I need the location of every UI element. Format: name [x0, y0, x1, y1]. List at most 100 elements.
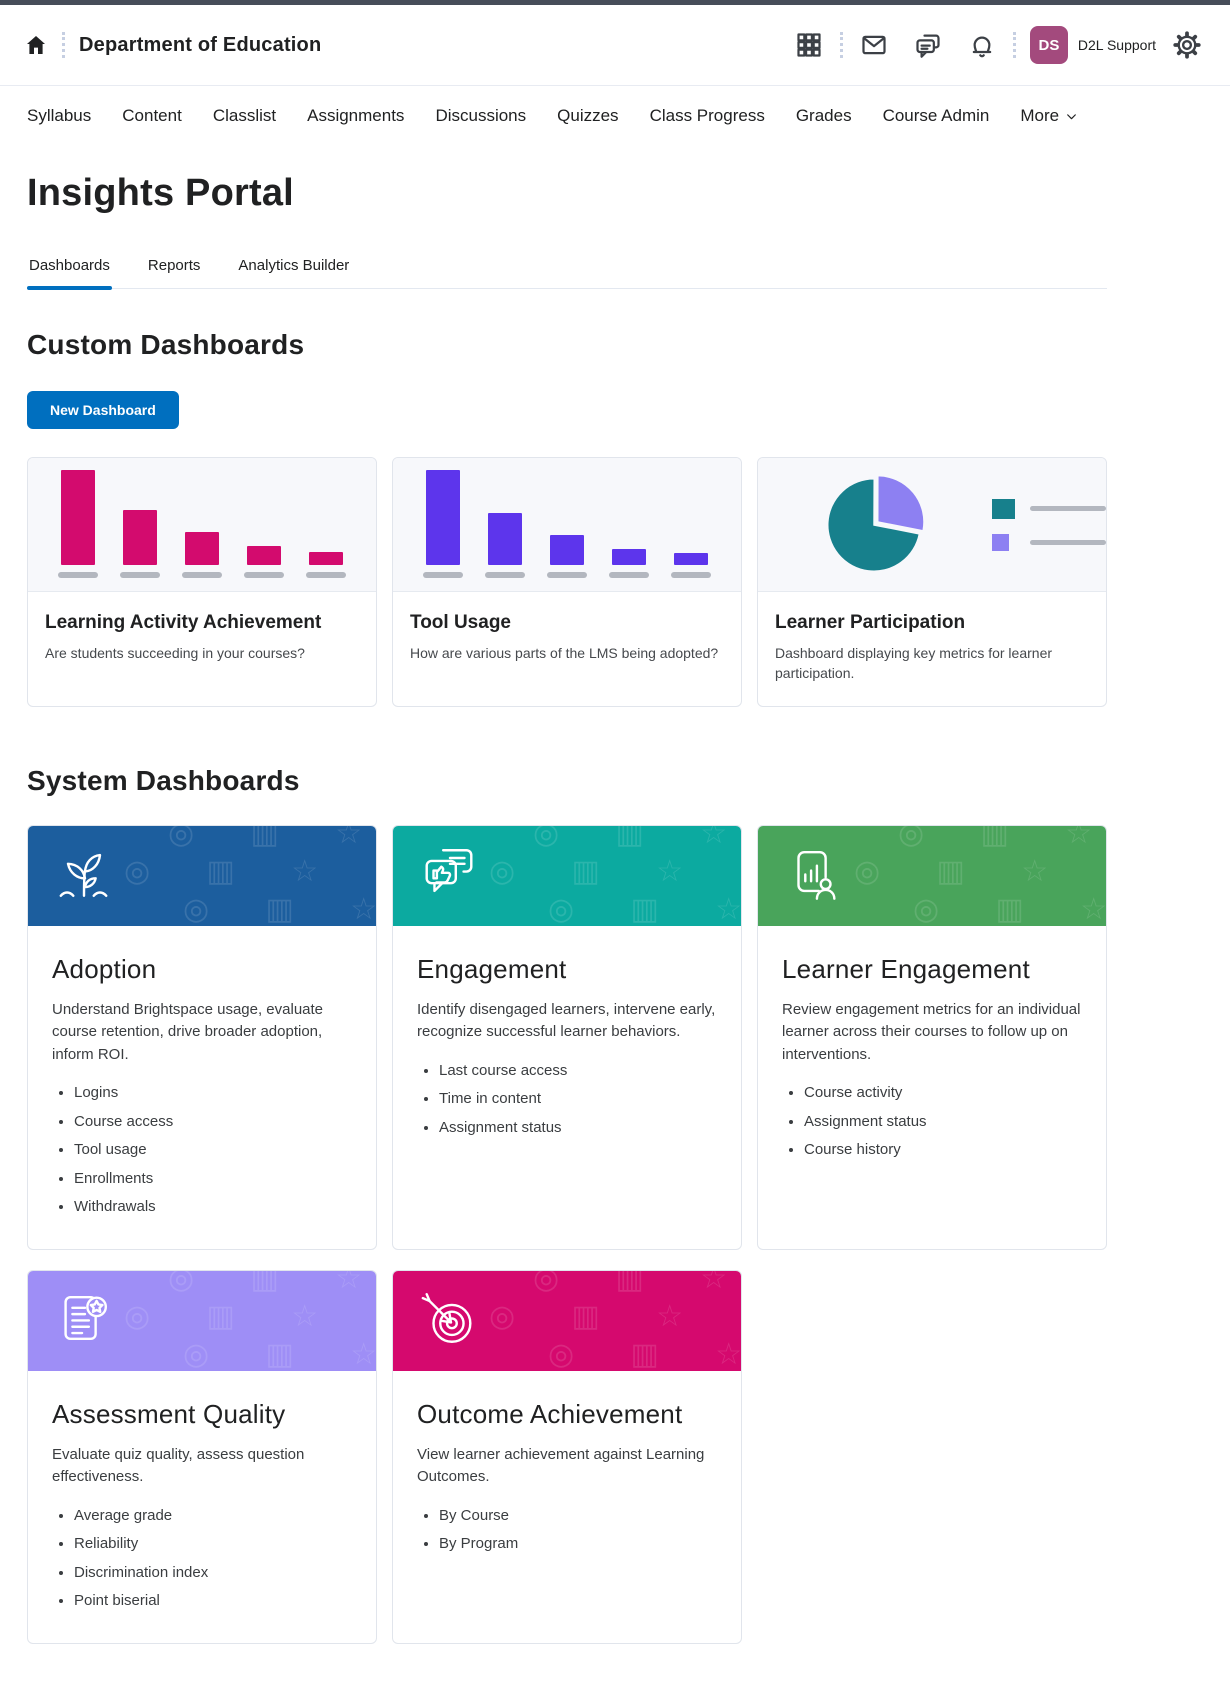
system-dashboards-heading: System Dashboards — [27, 764, 300, 796]
course-nav: Syllabus Content Classlist Assignments Discu… — [0, 85, 1230, 146]
card-header-banner: ◎ ▥ ☆ ✉ ⚑ ○ ◔ ◇ ♛ ▤ ◎ ▥ ☆ ✉ ⚑◎ ▥ ☆ ✉ ⚑ ○… — [393, 825, 741, 926]
page-title: Insights Portal — [27, 172, 294, 214]
bar-column — [547, 535, 587, 578]
system-card-body: Outcome Achievement View learner achieve… — [393, 1371, 741, 1586]
custom-dashboard-card-learning-activity-achievement[interactable]: Learning Activity Achievement Are studen… — [27, 457, 377, 707]
bullet-item: Logins — [74, 1082, 352, 1105]
bullet-item: Course history — [804, 1139, 1082, 1162]
pie-legend — [992, 498, 1106, 551]
nav-item-classlist[interactable]: Classlist — [212, 106, 277, 125]
custom-dashboard-card-learner-participation[interactable]: Learner Participation Dashboard displayi… — [757, 457, 1107, 707]
bullet-item: Assignment status — [804, 1111, 1082, 1134]
system-card-bullets: Average grade Reliability Discrimination i… — [58, 1505, 352, 1613]
nav-item-syllabus[interactable]: Syllabus — [27, 106, 92, 125]
browser-top-strip — [0, 0, 1230, 5]
bar-column — [182, 532, 222, 578]
system-card-body: Learner Engagement Review engagement met… — [758, 926, 1106, 1192]
bullet-item: Last course access — [439, 1060, 717, 1083]
nav-item-discussions[interactable]: Discussions — [435, 106, 527, 125]
system-card-description: Review engagement metrics for an individ… — [782, 1000, 1081, 1063]
app-switcher-grid-icon[interactable] — [792, 28, 826, 62]
divider-dots — [839, 32, 843, 58]
nav-item-quizzes[interactable]: Quizzes — [557, 106, 619, 125]
bar-chart-thumbnail — [393, 458, 741, 592]
tab-reports[interactable]: Reports — [147, 257, 201, 274]
bar-column — [120, 510, 160, 578]
bullet-item: Course activity — [804, 1082, 1082, 1105]
sprout-icon — [59, 853, 108, 897]
system-card-title: Adoption — [52, 953, 157, 984]
system-card-description: Identify disengaged learners, intervene … — [417, 1000, 716, 1041]
divider-dots — [62, 32, 65, 58]
settings-gear-icon[interactable] — [1170, 28, 1204, 62]
system-dashboard-card-assessment-quality[interactable]: ◎ ▥ ☆ ✉ ⚑ ○ ◔ ◇ ♛ ▤ ◎ ▥ ☆ ✉ ⚑◎ ▥ ☆ ✉ ⚑ ○… — [27, 1269, 377, 1644]
system-card-bullets: Logins Course access Tool usage Enrollments… — [58, 1082, 352, 1219]
nav-item-grades[interactable]: Grades — [795, 106, 852, 125]
custom-card-body: Learning Activity Achievement Are studen… — [28, 592, 376, 699]
bullet-item: By Program — [439, 1533, 717, 1556]
nav-item-course-admin[interactable]: Course Admin — [882, 106, 990, 125]
minibar-right: DS D2L Support — [792, 26, 1204, 64]
system-card-body: Adoption Understand Brightspace usage, e… — [28, 926, 376, 1249]
bullet-item: Time in content — [439, 1088, 717, 1111]
bar-column — [485, 513, 525, 578]
report-person-icon — [797, 850, 836, 900]
target-arrow-icon — [421, 1292, 472, 1343]
bullet-item: Reliability — [74, 1533, 352, 1556]
bullet-item: Enrollments — [74, 1168, 352, 1191]
pie-chart-thumbnail — [758, 458, 1106, 592]
chevron-down-icon — [1067, 113, 1076, 119]
system-card-body: Engagement Identify disengaged learners,… — [393, 926, 741, 1170]
document-star-icon — [64, 1295, 108, 1340]
bullet-item: Assignment status — [439, 1117, 717, 1140]
bar-column — [306, 552, 346, 578]
custom-card-title: Tool Usage — [410, 612, 511, 633]
custom-dashboard-card-tool-usage[interactable]: Tool Usage How are various parts of the … — [392, 457, 742, 707]
system-dashboard-card-outcome-achievement[interactable]: ◎ ▥ ☆ ✉ ⚑ ○ ◔ ◇ ♛ ▤ ◎ ▥ ☆ ✉ ⚑◎ ▥ ☆ ✉ ⚑ ○… — [392, 1269, 742, 1644]
system-card-bullets: Last course access Time in content Assignm… — [423, 1060, 717, 1140]
custom-card-description: How are various parts of the LMS being a… — [410, 645, 719, 661]
system-dashboard-card-engagement[interactable]: ◎ ▥ ☆ ✉ ⚑ ○ ◔ ◇ ♛ ▤ ◎ ▥ ☆ ✉ ⚑◎ ▥ ☆ ✉ ⚑ ○… — [392, 824, 742, 1250]
system-card-title: Learner Engagement — [782, 953, 1030, 984]
user-avatar[interactable]: DS — [1029, 26, 1068, 64]
bar-column — [671, 553, 711, 578]
custom-dashboards-grid: Learning Activity Achievement Are studen… — [27, 457, 1107, 707]
tab-analytics-builder[interactable]: Analytics Builder — [238, 257, 350, 274]
bar-column — [58, 470, 98, 578]
chat-thumbs-up-icon — [425, 848, 473, 892]
bullet-item: Average grade — [74, 1505, 352, 1528]
custom-card-description: Are students succeeding in your courses? — [45, 645, 305, 661]
home-icon[interactable] — [24, 33, 48, 57]
card-header-banner: ◎ ▥ ☆ ✉ ⚑ ○ ◔ ◇ ♛ ▤ ◎ ▥ ☆ ✉ ⚑◎ ▥ ☆ ✉ ⚑ ○… — [758, 825, 1106, 926]
system-card-description: View learner achievement against Learnin… — [417, 1445, 705, 1486]
system-dashboard-card-adoption[interactable]: ◎ ▥ ☆ ✉ ⚑ ○ ◔ ◇ ♛ ▤ ◎ ▥ ☆ ✉ ⚑◎ ▥ ☆ ✉ ⚑ ○… — [27, 824, 377, 1250]
system-dashboards-grid: ◎ ▥ ☆ ✉ ⚑ ○ ◔ ◇ ♛ ▤ ◎ ▥ ☆ ✉ ⚑◎ ▥ ☆ ✉ ⚑ ○… — [27, 824, 1107, 1644]
bar-column — [423, 470, 463, 578]
bar-column — [244, 546, 284, 578]
card-header-banner: ◎ ▥ ☆ ✉ ⚑ ○ ◔ ◇ ♛ ▤ ◎ ▥ ☆ ✉ ⚑◎ ▥ ☆ ✉ ⚑ ○… — [28, 825, 376, 926]
nav-item-content[interactable]: Content — [122, 106, 182, 125]
card-header-banner: ◎ ▥ ☆ ✉ ⚑ ○ ◔ ◇ ♛ ▤ ◎ ▥ ☆ ✉ ⚑◎ ▥ ☆ ✉ ⚑ ○… — [393, 1270, 741, 1371]
nav-item-class-progress[interactable]: Class Progress — [649, 106, 765, 125]
bullet-item: Discrimination index — [74, 1562, 352, 1585]
system-card-bullets: By Course By Program — [423, 1505, 717, 1556]
system-dashboard-card-learner-engagement[interactable]: ◎ ▥ ☆ ✉ ⚑ ○ ◔ ◇ ♛ ▤ ◎ ▥ ☆ ✉ ⚑◎ ▥ ☆ ✉ ⚑ ○… — [757, 824, 1107, 1250]
nav-item-assignments[interactable]: Assignments — [307, 106, 405, 125]
bullet-item: Point biserial — [74, 1590, 352, 1613]
notification-bell-icon[interactable] — [965, 28, 999, 62]
tab-dashboards[interactable]: Dashboards — [27, 253, 112, 290]
main-content: Insights Portal Dashboards Reports Analyti… — [0, 172, 1134, 1644]
system-card-bullets: Course activity Assignment status Course h… — [788, 1082, 1082, 1162]
chat-icon[interactable] — [911, 28, 945, 62]
bullet-item: Tool usage — [74, 1139, 352, 1162]
new-dashboard-button[interactable]: New Dashboard — [27, 391, 179, 429]
system-card-body: Assessment Quality Evaluate quiz quality… — [28, 1371, 376, 1643]
custom-dashboards-heading: Custom Dashboards — [27, 329, 305, 360]
custom-card-title: Learner Participation — [775, 612, 966, 633]
nav-item-more[interactable]: More — [1020, 106, 1078, 126]
nav-more-label: More — [1020, 106, 1060, 125]
email-icon[interactable] — [857, 28, 891, 62]
pie-legend-row — [992, 533, 1106, 551]
minibar: Department of Education — [0, 5, 1230, 85]
system-card-description: Understand Brightspace usage, evaluate c… — [52, 1000, 324, 1063]
